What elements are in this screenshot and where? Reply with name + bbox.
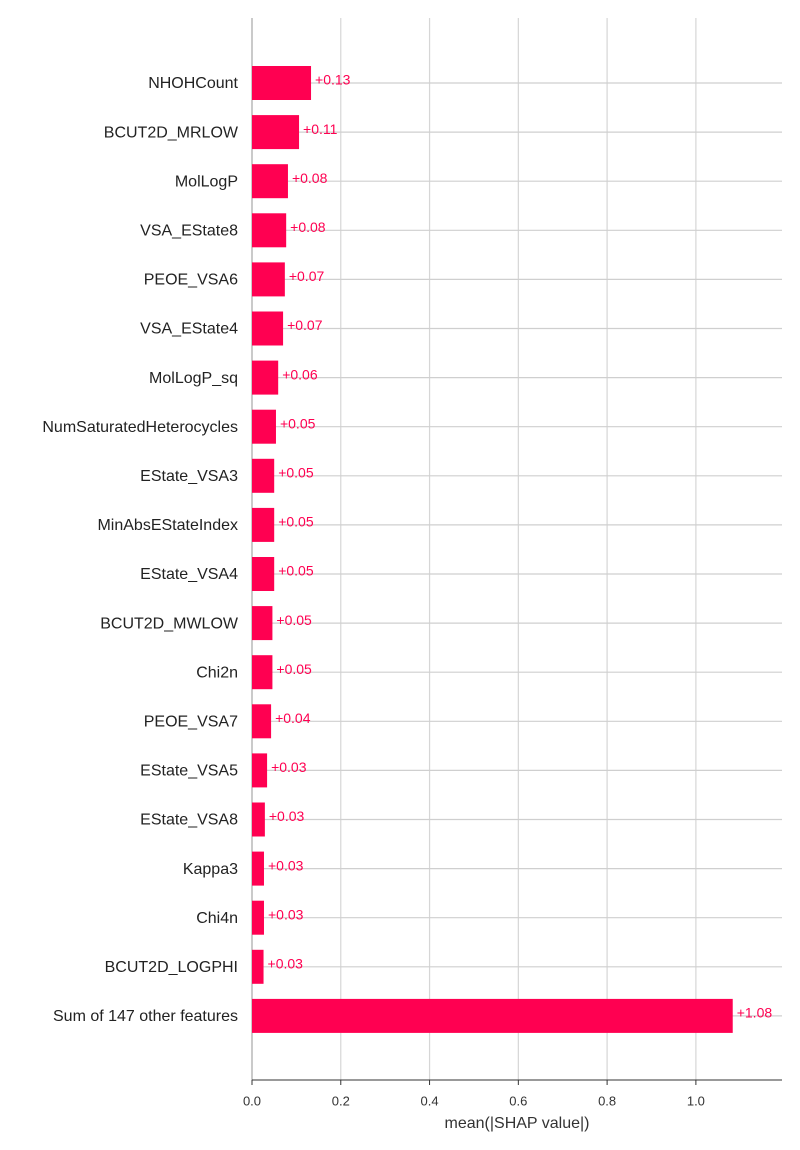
- bar: [252, 851, 264, 886]
- y-tick-label: EState_VSA4: [140, 566, 238, 583]
- x-tick-label: 1.0: [687, 1093, 705, 1108]
- bar: [252, 606, 273, 641]
- bar: [252, 557, 275, 591]
- bar: [252, 998, 733, 1033]
- value-label: +0.03: [269, 808, 305, 824]
- value-label: +0.04: [275, 710, 311, 726]
- bar: [252, 360, 279, 395]
- bar: [252, 753, 268, 788]
- y-tick-label: VSA_EState8: [140, 223, 238, 240]
- y-tick-label: MolLogP_sq: [149, 370, 238, 387]
- bar: [252, 802, 265, 837]
- x-tick-label: 0.0: [243, 1093, 261, 1108]
- y-tick-label: EState_VSA8: [140, 812, 238, 829]
- bar: [252, 409, 276, 444]
- y-tick-label: BCUT2D_LOGPHI: [105, 959, 238, 976]
- bar: [252, 949, 264, 984]
- value-label: +0.03: [268, 906, 304, 922]
- y-tick-label: Chi4n: [196, 910, 238, 927]
- bar: [252, 262, 285, 297]
- y-tick-label: NHOHCount: [148, 75, 238, 92]
- bar: [252, 900, 264, 935]
- x-tick-label: 0.8: [598, 1093, 616, 1108]
- value-label: +0.06: [282, 366, 318, 382]
- value-label: +0.07: [287, 317, 323, 333]
- y-tick-label: Kappa3: [183, 861, 238, 878]
- x-tick-label: 0.4: [421, 1093, 439, 1108]
- bar: [252, 704, 272, 739]
- bar: [252, 164, 288, 199]
- x-axis-label: mean(|SHAP value|): [445, 1115, 590, 1132]
- value-label: +0.03: [268, 857, 304, 873]
- value-label: +0.08: [290, 219, 326, 235]
- value-label: +0.05: [278, 563, 314, 579]
- bar: [252, 311, 284, 346]
- x-tick-label: 0.6: [509, 1093, 527, 1108]
- bar: [252, 655, 273, 690]
- value-label: +0.05: [278, 465, 314, 481]
- y-tick-label: MolLogP: [175, 173, 238, 190]
- value-label: +0.05: [280, 415, 316, 431]
- bar: [252, 213, 287, 248]
- value-label: +0.13: [315, 72, 351, 88]
- bar: [252, 458, 275, 493]
- bar: [252, 507, 275, 542]
- value-label: +0.11: [303, 121, 338, 137]
- bar: [252, 66, 312, 100]
- y-tick-label: PEOE_VSA6: [144, 272, 238, 289]
- value-label: +0.05: [276, 612, 312, 628]
- y-tick-label: PEOE_VSA7: [144, 714, 238, 731]
- bar: [252, 115, 300, 150]
- y-tick-label: VSA_EState4: [140, 321, 238, 338]
- value-label: +0.03: [271, 759, 307, 775]
- y-tick-label: MinAbsEStateIndex: [97, 517, 238, 534]
- value-label: +0.07: [289, 268, 325, 284]
- y-tick-label: BCUT2D_MWLOW: [100, 615, 239, 632]
- y-tick-label: Sum of 147 other features: [53, 1008, 238, 1025]
- y-tick-label: EState_VSA3: [140, 468, 238, 485]
- y-tick-label: EState_VSA5: [140, 763, 238, 780]
- y-tick-label: Chi2n: [196, 664, 238, 681]
- value-label: +0.05: [276, 661, 312, 677]
- value-label: +1.08: [737, 1005, 773, 1021]
- x-tick-label: 0.2: [332, 1093, 350, 1108]
- value-label: +0.08: [292, 170, 328, 186]
- y-tick-label: NumSaturatedHeterocycles: [42, 419, 238, 436]
- y-tick-label: BCUT2D_MRLOW: [104, 124, 239, 141]
- value-label: +0.05: [278, 514, 314, 530]
- value-label: +0.03: [268, 956, 304, 972]
